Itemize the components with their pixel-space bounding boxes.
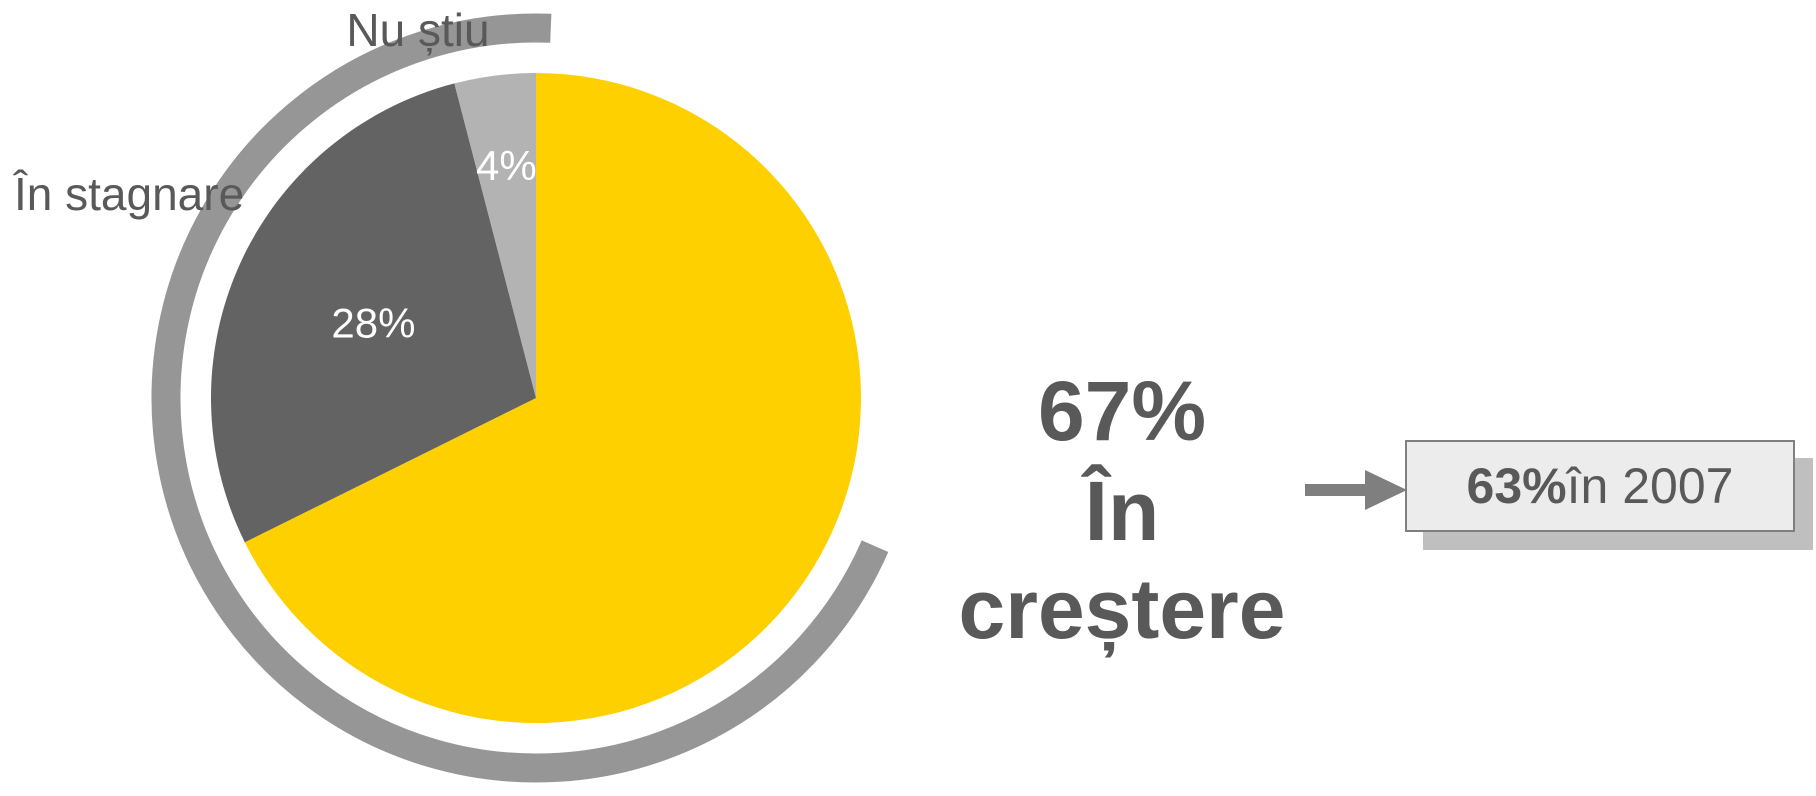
slice-value-label-nu-stiu: 4% xyxy=(476,142,537,189)
right-arrow-icon xyxy=(1305,470,1407,510)
outer-arc-yellow xyxy=(151,13,889,783)
comparison-value: 63% xyxy=(1466,458,1567,514)
comparison-year: în 2007 xyxy=(1566,458,1734,514)
slice-category-label-in-stagnare: În stagnare xyxy=(12,168,244,220)
slice-value-label-in-stagnare: 28% xyxy=(331,300,415,347)
slice-category-label-nu-stiu: Nu știu xyxy=(346,4,489,56)
main-callout-line-crestere: creștere xyxy=(959,562,1286,657)
pie-slice-in-stagnare xyxy=(210,83,536,543)
main-callout-percent: 67% xyxy=(1038,364,1206,458)
pie-slice-in-crestere xyxy=(244,73,861,724)
main-callout-line-in: În xyxy=(1081,464,1160,558)
comparison-box: 63% în 2007 xyxy=(1405,440,1795,532)
pie-slice-nu-stiu xyxy=(454,73,536,398)
